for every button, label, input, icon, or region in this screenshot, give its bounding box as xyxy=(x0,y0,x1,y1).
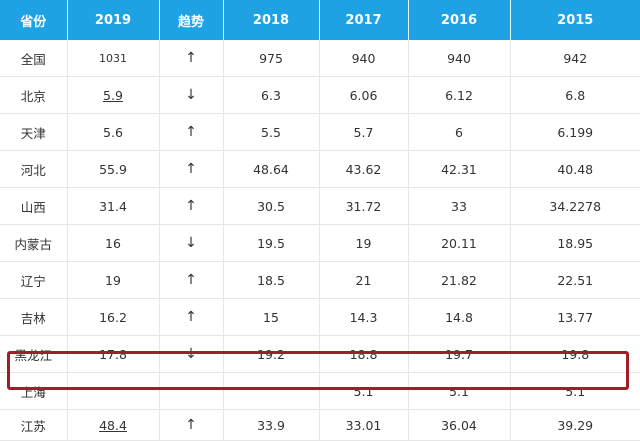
cell-2015: 19.8 xyxy=(510,335,640,373)
cell-2017: 43.62 xyxy=(319,150,409,188)
table-row: 辽宁 19 ↑ 18.5 21 21.82 22.51 xyxy=(0,261,640,299)
table-row: 山西 31.4 ↑ 30.5 31.72 33 34.2278 xyxy=(0,187,640,225)
cell-2019: 17.8 xyxy=(67,335,160,373)
cell-2019: 31.4 xyxy=(67,187,160,225)
cell-province: 北京 xyxy=(0,76,68,114)
header-2016: 2016 xyxy=(408,0,511,40)
table-row: 天津 5.6 ↑ 5.5 5.7 6 6.199 xyxy=(0,113,640,151)
trend-arrow xyxy=(159,372,224,410)
cell-2018: 5.5 xyxy=(223,113,320,151)
trend-arrow: ↑ xyxy=(159,261,224,299)
cell-2019: 16.2 xyxy=(67,298,160,336)
cell-province: 吉林 xyxy=(0,298,68,336)
cell-2018: 15 xyxy=(223,298,320,336)
cell-2018 xyxy=(223,372,320,410)
cell-2018: 975 xyxy=(223,40,320,77)
cell-2018: 6.3 xyxy=(223,76,320,114)
cell-2017: 940 xyxy=(319,40,409,77)
header-row: 省份 2019 趋势 2018 2017 2016 2015 xyxy=(0,0,640,40)
cell-2018: 33.9 xyxy=(223,409,320,441)
cell-2015: 6.199 xyxy=(510,113,640,151)
cell-2016: 42.31 xyxy=(408,150,511,188)
cell-2016: 14.8 xyxy=(408,298,511,336)
cell-2015: 942 xyxy=(510,40,640,77)
table-row: 北京 5.9 ↓ 6.3 6.06 6.12 6.8 xyxy=(0,76,640,114)
trend-arrow: ↑ xyxy=(159,40,224,77)
cell-2015: 39.29 xyxy=(510,409,640,441)
cell-province: 天津 xyxy=(0,113,68,151)
trend-arrow: ↑ xyxy=(159,150,224,188)
trend-arrow: ↑ xyxy=(159,187,224,225)
cell-2015: 13.77 xyxy=(510,298,640,336)
cell-2016: 940 xyxy=(408,40,511,77)
trend-arrow: ↑ xyxy=(159,113,224,151)
cell-2016: 20.11 xyxy=(408,224,511,262)
cell-province: 黑龙江 xyxy=(0,335,68,373)
cell-2019 xyxy=(67,372,160,410)
header-2015: 2015 xyxy=(510,0,640,40)
trend-arrow: ↓ xyxy=(159,335,224,373)
cell-2016: 33 xyxy=(408,187,511,225)
cell-2019: 16 xyxy=(67,224,160,262)
cell-2018: 18.5 xyxy=(223,261,320,299)
trend-arrow: ↓ xyxy=(159,76,224,114)
cell-2016: 6.12 xyxy=(408,76,511,114)
cell-province: 山西 xyxy=(0,187,68,225)
cell-2018: 19.2 xyxy=(223,335,320,373)
cell-province: 全国 xyxy=(0,40,68,77)
trend-arrow: ↑ xyxy=(159,298,224,336)
cell-2017: 18.8 xyxy=(319,335,409,373)
cell-2019: 19 xyxy=(67,261,160,299)
trend-arrow: ↓ xyxy=(159,224,224,262)
cell-2016: 19.7 xyxy=(408,335,511,373)
cell-2017: 5.7 xyxy=(319,113,409,151)
table-row: 河北 55.9 ↑ 48.64 43.62 42.31 40.48 xyxy=(0,150,640,188)
cell-2017: 6.06 xyxy=(319,76,409,114)
cell-2015: 34.2278 xyxy=(510,187,640,225)
cell-province: 河北 xyxy=(0,150,68,188)
cell-2019: 55.9 xyxy=(67,150,160,188)
cell-2019: 1031 xyxy=(67,40,160,77)
header-2019: 2019 xyxy=(67,0,160,40)
cell-2019: 5.6 xyxy=(67,113,160,151)
cell-2017: 14.3 xyxy=(319,298,409,336)
cell-2016: 36.04 xyxy=(408,409,511,441)
cell-province: 内蒙古 xyxy=(0,224,68,262)
cell-2015: 22.51 xyxy=(510,261,640,299)
cell-2016: 6 xyxy=(408,113,511,151)
header-2018: 2018 xyxy=(223,0,320,40)
cell-2018: 48.64 xyxy=(223,150,320,188)
cell-2017: 5.1 xyxy=(319,372,409,410)
cell-2018: 19.5 xyxy=(223,224,320,262)
cell-2019-link[interactable]: 48.4 xyxy=(99,417,127,433)
cell-2019: 48.4 xyxy=(67,409,160,441)
table-row: 黑龙江 17.8 ↓ 19.2 18.8 19.7 19.8 xyxy=(0,335,640,373)
header-province: 省份 xyxy=(0,0,68,40)
cell-province: 江苏 xyxy=(0,409,68,441)
cell-2019-link[interactable]: 5.9 xyxy=(103,87,123,103)
table-row: 江苏 48.4 ↑ 33.9 33.01 36.04 39.29 xyxy=(0,409,640,441)
table-row: 全国 1031 ↑ 975 940 940 942 xyxy=(0,40,640,77)
cell-2019: 5.9 xyxy=(67,76,160,114)
trend-arrow: ↑ xyxy=(159,409,224,441)
cell-2017: 33.01 xyxy=(319,409,409,441)
cell-2015: 18.95 xyxy=(510,224,640,262)
cell-2015: 5.1 xyxy=(510,372,640,410)
header-trend: 趋势 xyxy=(159,0,224,40)
header-2017: 2017 xyxy=(319,0,409,40)
cell-province: 辽宁 xyxy=(0,261,68,299)
cell-2016: 21.82 xyxy=(408,261,511,299)
cell-2015: 6.8 xyxy=(510,76,640,114)
cell-2016: 5.1 xyxy=(408,372,511,410)
cell-2017: 31.72 xyxy=(319,187,409,225)
cell-2018: 30.5 xyxy=(223,187,320,225)
table-row: 吉林 16.2 ↑ 15 14.3 14.8 13.77 xyxy=(0,298,640,336)
cell-2017: 19 xyxy=(319,224,409,262)
table-row-highlighted: 上海 5.1 5.1 5.1 xyxy=(0,372,640,410)
cell-2015: 40.48 xyxy=(510,150,640,188)
cell-2017: 21 xyxy=(319,261,409,299)
table-row: 内蒙古 16 ↓ 19.5 19 20.11 18.95 xyxy=(0,224,640,262)
cell-province: 上海 xyxy=(0,372,68,410)
